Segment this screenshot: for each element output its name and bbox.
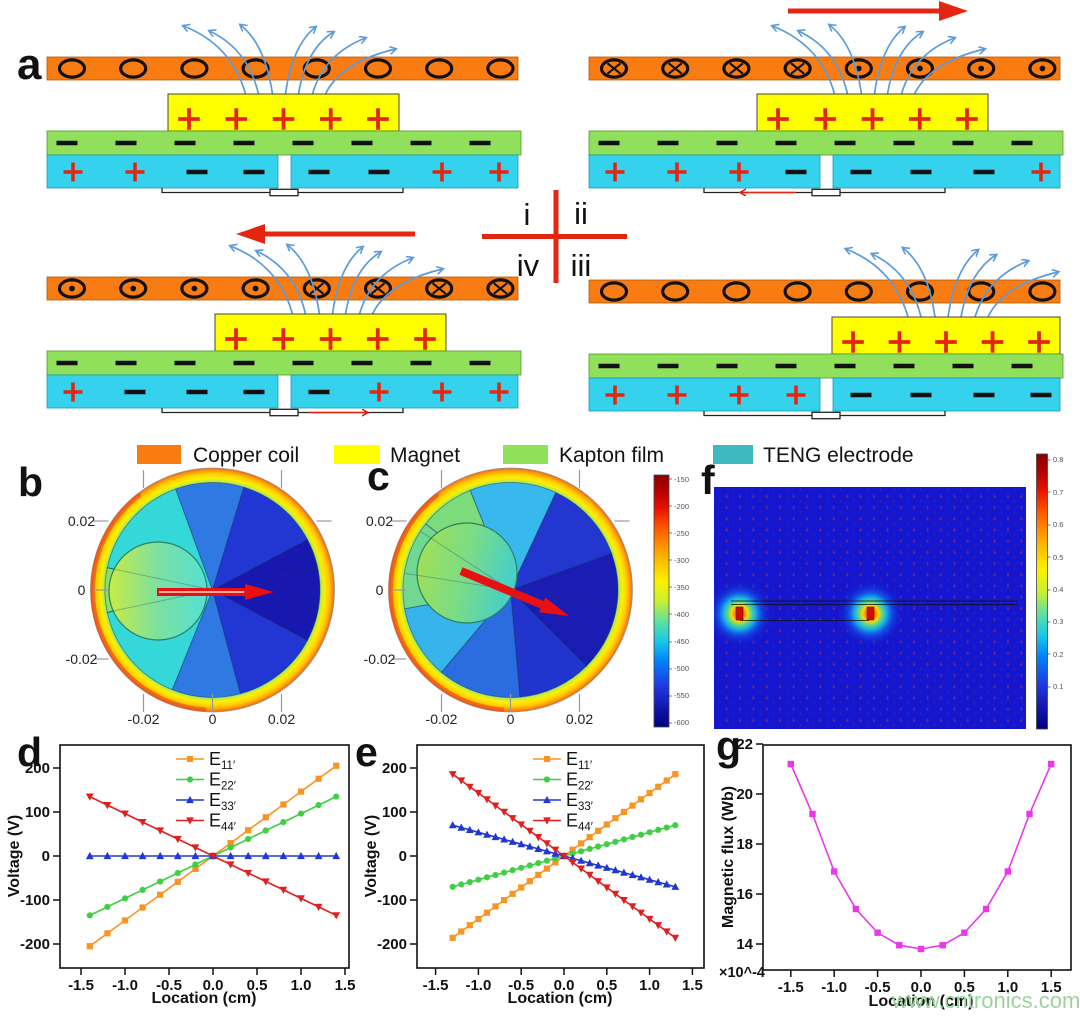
svg-text:Location (cm): Location (cm) (152, 990, 257, 1007)
svg-text:g: g (716, 723, 741, 769)
svg-text:-0.5: -0.5 (156, 977, 182, 994)
svg-text:1.5: 1.5 (682, 977, 703, 994)
svg-text:Location (cm): Location (cm) (869, 993, 974, 1010)
svg-text:0.7: 0.7 (1053, 488, 1063, 497)
svg-text:200: 200 (25, 760, 50, 777)
svg-text:1.0: 1.0 (639, 977, 660, 994)
svg-text:100: 100 (382, 804, 407, 821)
svg-text:Magnet: Magnet (390, 444, 460, 467)
svg-text:-200: -200 (20, 936, 50, 953)
svg-text:0.0: 0.0 (203, 977, 224, 994)
svg-text:0: 0 (42, 848, 50, 865)
svg-text:1.0: 1.0 (997, 979, 1018, 996)
svg-text:22: 22 (736, 736, 753, 753)
svg-text:14: 14 (736, 936, 753, 953)
svg-text:0.8: 0.8 (1053, 455, 1063, 464)
svg-text:20: 20 (736, 786, 753, 803)
svg-text:-1.5: -1.5 (778, 979, 804, 996)
svg-text:0.0: 0.0 (911, 979, 932, 996)
svg-text:TENG electrode: TENG electrode (763, 444, 914, 467)
svg-text:0: 0 (209, 711, 217, 727)
svg-text:-350: -350 (674, 583, 689, 592)
svg-text:ii: ii (574, 196, 588, 231)
svg-text:-300: -300 (674, 556, 689, 565)
svg-text:0.1: 0.1 (1053, 682, 1063, 691)
svg-text:-0.5: -0.5 (865, 979, 891, 996)
svg-text:Magnetic flux (Wb): Magnetic flux (Wb) (720, 786, 737, 928)
svg-text:-400: -400 (674, 610, 689, 619)
svg-text:1.5: 1.5 (1041, 979, 1062, 996)
svg-text:iii: iii (571, 248, 592, 283)
svg-text:-600: -600 (674, 718, 689, 727)
svg-text:×10^-4: ×10^-4 (719, 965, 765, 981)
svg-text:0.5: 0.5 (954, 979, 975, 996)
svg-text:0.6: 0.6 (1053, 520, 1063, 529)
svg-text:-0.02: -0.02 (364, 651, 396, 667)
svg-text:0: 0 (507, 711, 515, 727)
svg-text:f: f (701, 457, 715, 503)
svg-text:-0.02: -0.02 (128, 711, 160, 727)
svg-text:-1.0: -1.0 (465, 977, 491, 994)
svg-text:0.5: 0.5 (596, 977, 617, 994)
svg-text:-500: -500 (674, 664, 689, 673)
svg-text:16: 16 (736, 886, 753, 903)
svg-text:0: 0 (78, 582, 86, 598)
svg-text:-1.5: -1.5 (68, 977, 94, 994)
svg-text:0.2: 0.2 (1053, 650, 1063, 659)
svg-text:0: 0 (399, 848, 407, 865)
svg-text:-200: -200 (674, 502, 689, 511)
svg-text:-1.5: -1.5 (423, 977, 449, 994)
svg-text:Voltage (V): Voltage (V) (6, 815, 23, 897)
svg-text:e: e (355, 729, 378, 775)
svg-text:0.02: 0.02 (68, 513, 95, 529)
svg-text:-250: -250 (674, 529, 689, 538)
svg-text:c: c (367, 453, 390, 499)
svg-text:-0.5: -0.5 (508, 977, 534, 994)
svg-text:200: 200 (382, 760, 407, 777)
svg-text:i: i (524, 197, 531, 232)
svg-text:Kapton film: Kapton film (559, 444, 664, 467)
svg-text:-150: -150 (674, 475, 689, 484)
svg-text:www.cntronics.com: www.cntronics.com (891, 988, 1080, 1013)
svg-text:0.02: 0.02 (268, 711, 295, 727)
svg-text:a: a (17, 40, 42, 89)
svg-text:Location (cm): Location (cm) (508, 990, 613, 1007)
svg-text:-550: -550 (674, 691, 689, 700)
svg-text:b: b (18, 459, 43, 505)
svg-text:100: 100 (25, 804, 50, 821)
svg-text:iv: iv (517, 248, 540, 283)
svg-text:-100: -100 (377, 892, 407, 909)
svg-text:-100: -100 (20, 892, 50, 909)
svg-text:0: 0 (376, 582, 384, 598)
svg-text:0.3: 0.3 (1053, 617, 1063, 626)
svg-text:0.02: 0.02 (366, 513, 393, 529)
svg-text:Copper coil: Copper coil (193, 444, 299, 467)
svg-text:-1.0: -1.0 (821, 979, 847, 996)
svg-text:0.0: 0.0 (554, 977, 575, 994)
svg-text:0.4: 0.4 (1053, 585, 1063, 594)
svg-text:-1.0: -1.0 (112, 977, 138, 994)
svg-text:0.5: 0.5 (247, 977, 268, 994)
svg-text:-0.02: -0.02 (426, 711, 458, 727)
svg-text:1.0: 1.0 (291, 977, 312, 994)
svg-text:-450: -450 (674, 637, 689, 646)
svg-text:1.5: 1.5 (335, 977, 356, 994)
svg-text:18: 18 (736, 836, 753, 853)
svg-text:d: d (17, 729, 42, 775)
svg-text:0.02: 0.02 (566, 711, 593, 727)
svg-text:-0.02: -0.02 (66, 651, 98, 667)
svg-text:Voltage (V): Voltage (V) (363, 815, 380, 897)
svg-text:-200: -200 (377, 936, 407, 953)
svg-text:0.5: 0.5 (1053, 553, 1063, 562)
